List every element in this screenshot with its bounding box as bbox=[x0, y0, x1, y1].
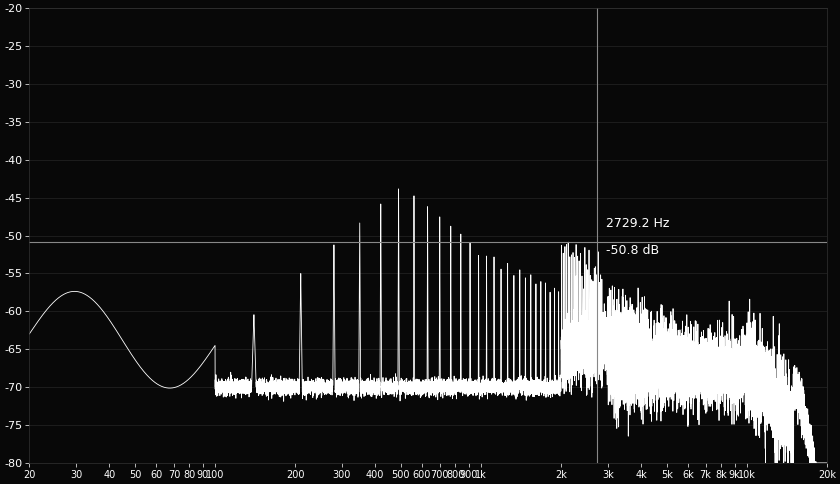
Text: 2729.2 Hz: 2729.2 Hz bbox=[606, 217, 669, 230]
Text: -50.8 dB: -50.8 dB bbox=[606, 244, 659, 257]
